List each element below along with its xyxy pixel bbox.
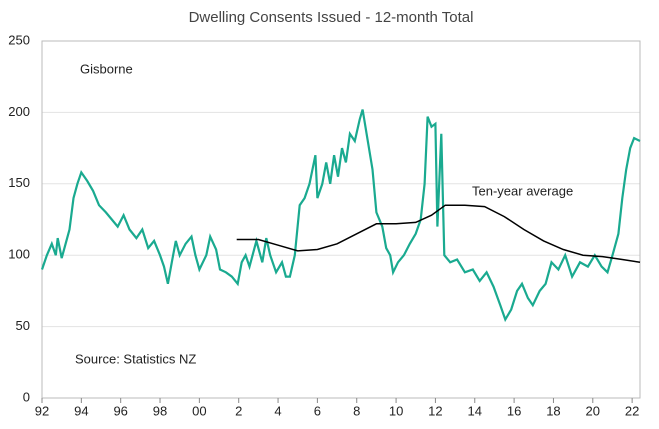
y-tick-label: 50	[16, 318, 30, 333]
y-tick-label: 250	[8, 32, 30, 47]
x-tick-label: 16	[507, 403, 521, 418]
y-tick-label: 100	[8, 247, 30, 262]
x-tick-label: 98	[153, 403, 167, 418]
series-line	[236, 204, 641, 264]
x-tick-label: 92	[35, 403, 49, 418]
y-tick-label: 150	[8, 175, 30, 190]
series-label: Gisborne	[80, 61, 133, 76]
x-tick-label: 18	[546, 403, 560, 418]
x-tick-label: 2	[235, 403, 242, 418]
x-tick-label: 12	[428, 403, 442, 418]
y-tick-label: 0	[23, 389, 30, 404]
series-label: Ten-year average	[472, 183, 573, 198]
source-note: Source: Statistics NZ	[75, 351, 196, 366]
x-tick-label: 6	[314, 403, 321, 418]
x-tick-label: 8	[353, 403, 360, 418]
x-tick-label: 96	[113, 403, 127, 418]
x-tick-label: 94	[74, 403, 88, 418]
y-tick-label: 200	[8, 104, 30, 119]
x-tick-label: 22	[625, 403, 639, 418]
x-tick-label: 00	[192, 403, 206, 418]
x-tick-label: 4	[274, 403, 281, 418]
x-tick-label: 10	[389, 403, 403, 418]
plot-border	[41, 40, 641, 399]
series-line	[40, 109, 641, 323]
x-tick-label: 20	[586, 403, 600, 418]
chart-title: Dwelling Consents Issued - 12-month Tota…	[189, 9, 474, 26]
x-tick-label: 14	[468, 403, 482, 418]
